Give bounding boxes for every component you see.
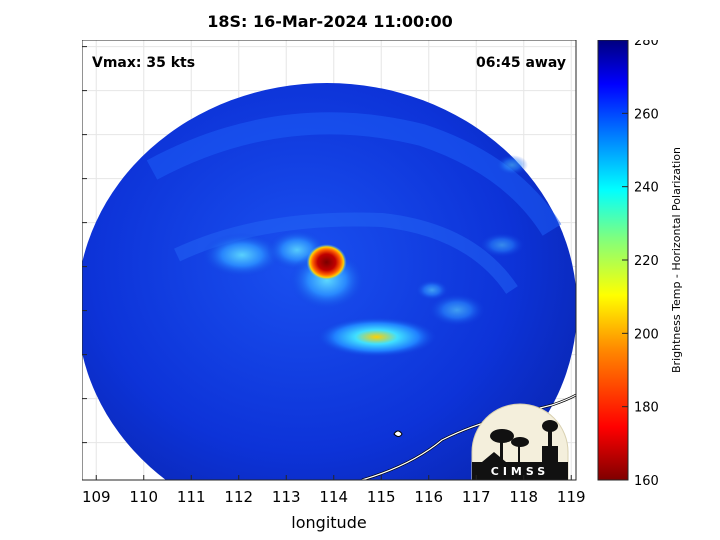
logo-text: CIMSS [491, 465, 549, 478]
cold-core [306, 244, 347, 281]
colorbar-ticks: 280 260 240 220 200 180 160 [622, 40, 659, 489]
map-figure: CIMSS 109 110 111 112 113 114 115 116 117 118 119 … [82, 40, 683, 532]
colorbar-tick-label: 260 [634, 107, 659, 122]
x-tick-label: 112 [224, 488, 253, 506]
colorbar-tick-label: 160 [634, 474, 659, 489]
x-tick-label: 114 [319, 488, 348, 506]
colorbar-tick-label: 180 [634, 401, 659, 416]
x-tick-label: 115 [367, 488, 396, 506]
colorbar-label: Brightness Temp - Horizontal Polarizatio… [670, 147, 683, 373]
x-tick-label: 116 [414, 488, 443, 506]
x-tick-label: 110 [129, 488, 158, 506]
chart-title: 18S: 16-Mar-2024 11:00:00 [207, 12, 453, 31]
x-tick-label: 118 [509, 488, 538, 506]
time-away-label: 06:45 away [476, 55, 566, 71]
x-tick-label: 109 [82, 488, 111, 506]
y-axis: -12-13-14-15-16-17-18-19-20-21 [82, 46, 87, 444]
x-axis-label: longitude [291, 513, 366, 532]
cimss-logo: CIMSS [471, 403, 569, 481]
convective-band [316, 317, 437, 357]
x-axis: 109 110 111 112 113 114 115 116 117 118 119 [82, 475, 586, 506]
colorbar-tick-label: 220 [634, 254, 659, 269]
colorbar-tick-label: 280 [634, 40, 659, 49]
axes-frame [82, 40, 577, 481]
x-tick-label: 113 [272, 488, 301, 506]
colorbar-tick-label: 240 [634, 181, 659, 196]
brightness-temp-swath [82, 83, 576, 480]
x-tick-label: 119 [557, 488, 586, 506]
vmax-label: Vmax: 35 kts [92, 55, 195, 71]
x-tick-label: 117 [462, 488, 491, 506]
colorbar-tick-label: 200 [634, 327, 659, 342]
x-tick-label: 111 [177, 488, 206, 506]
